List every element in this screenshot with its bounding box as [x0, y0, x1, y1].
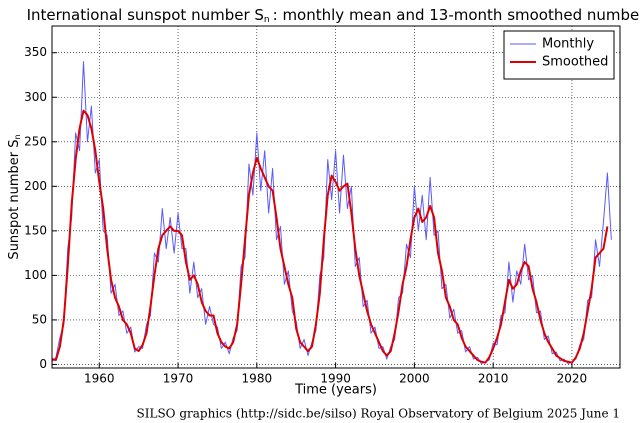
- x-tick-label: 1970: [163, 372, 194, 386]
- x-tick-label: 2020: [557, 372, 588, 386]
- legend-label: Smoothed: [542, 55, 608, 70]
- legend-label: Monthly: [542, 37, 594, 52]
- legend-box: [503, 30, 615, 80]
- y-tick-label: 150: [24, 223, 47, 237]
- x-tick-label: 1980: [242, 372, 273, 386]
- x-axis-label: Time (years): [294, 383, 377, 398]
- y-tick-label: 250: [24, 134, 47, 148]
- y-tick-label: 200: [24, 179, 47, 193]
- x-tick-label: 1960: [84, 372, 115, 386]
- y-tick-label: 350: [24, 45, 47, 59]
- title-subscript: n: [264, 15, 270, 25]
- x-tick-label: 1990: [320, 372, 351, 386]
- y-axis-label: Sunspot number Sn: [7, 134, 22, 259]
- y-label-subscript: n: [13, 134, 22, 139]
- chart-title: International sunspot number Sn: monthly…: [27, 6, 640, 25]
- y-tick-label: 300: [24, 90, 47, 104]
- plot-frame: [51, 25, 621, 369]
- title-main: International sunspot number S: [27, 6, 264, 24]
- series-line: [52, 61, 612, 365]
- y-tick-label: 0: [39, 357, 47, 371]
- x-tick-label: 2000: [399, 372, 430, 386]
- y-tick-label: 50: [32, 312, 47, 326]
- series-line: [52, 109, 609, 364]
- title-rest: : monthly mean and 13-month smoothed num…: [273, 6, 640, 24]
- footer: SILSO graphics (http://sidc.be/silso) Ro…: [137, 407, 620, 421]
- y-tick-label: 100: [24, 268, 47, 282]
- x-tick-label: 2010: [478, 372, 509, 386]
- y-label-main: Sunspot number S: [7, 140, 22, 260]
